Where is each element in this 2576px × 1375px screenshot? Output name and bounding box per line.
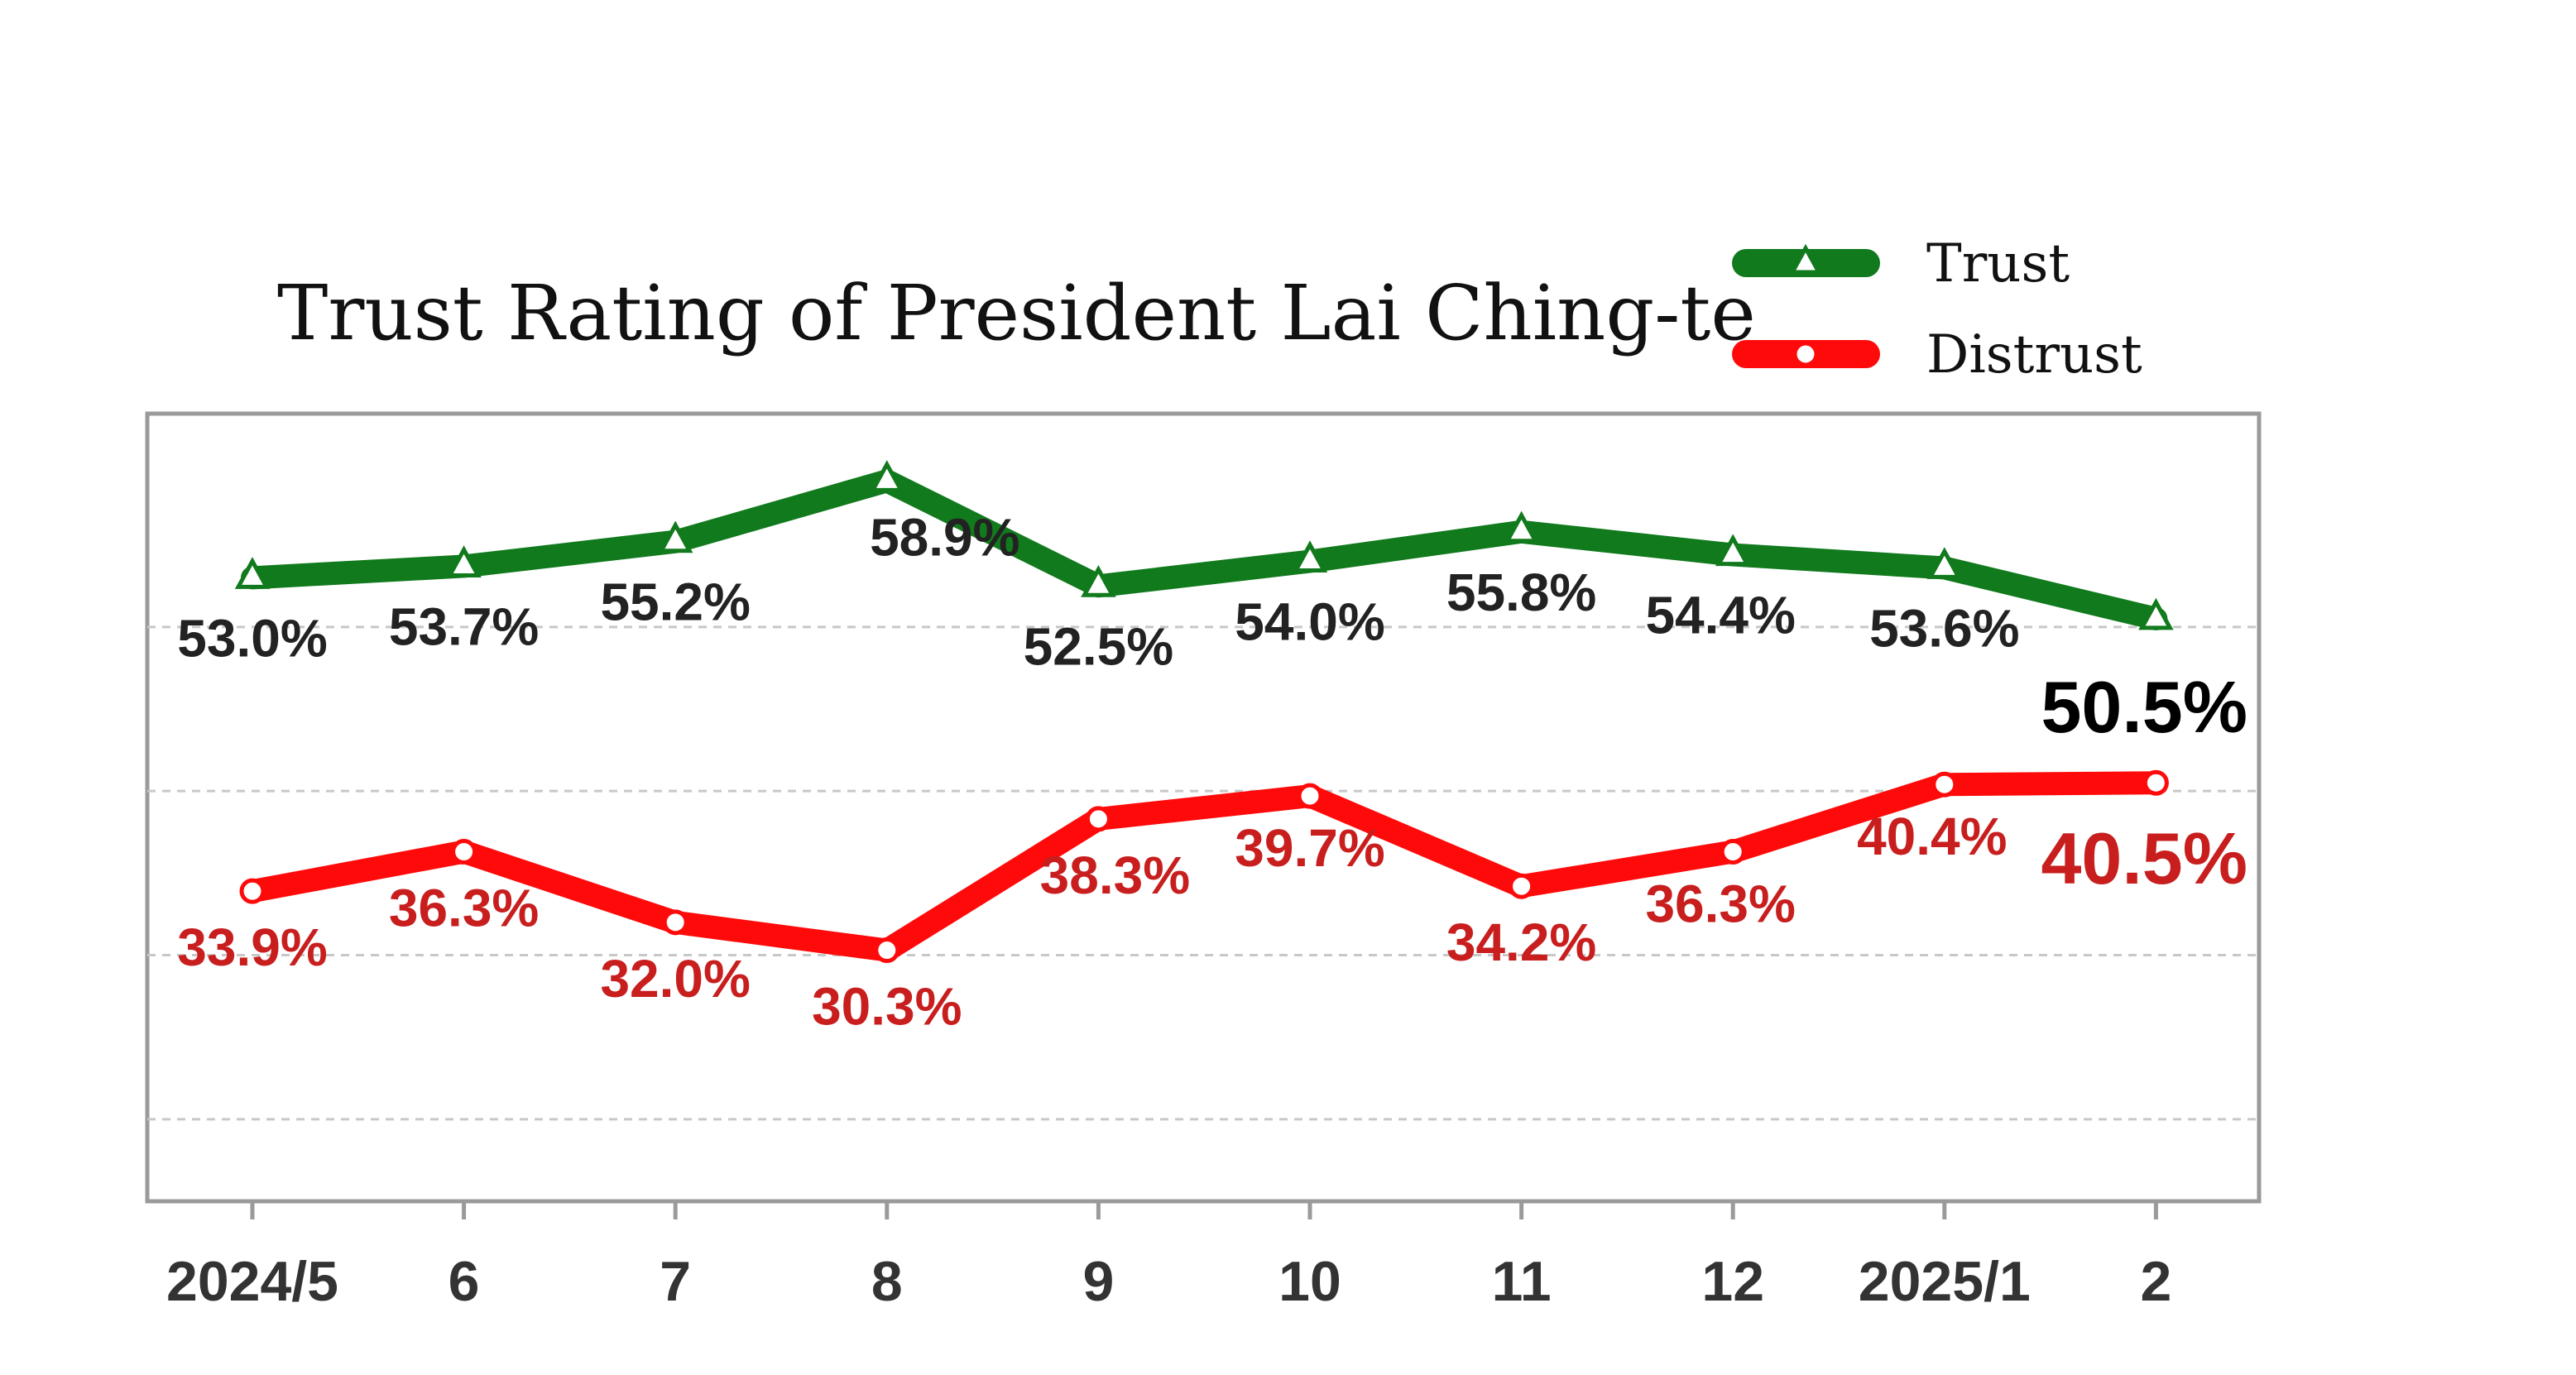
distrust-data-label: 33.9% [177,917,327,977]
trust-data-label: 53.0% [177,608,327,668]
distrust-data-label: 40.5% [2041,817,2247,899]
trust-data-label: 53.7% [389,596,539,656]
trust-marker [657,520,693,553]
trust-data-label: 50.5% [2041,666,2247,748]
legend: Trust Distrust [1732,233,2142,386]
trust-marker [446,545,482,577]
trust-data-label: 55.8% [1446,563,1596,622]
trust-marker [1292,540,1328,573]
series-markers [234,460,2174,964]
trust-legend-label: Trust [1926,233,2070,295]
trust-line [241,469,2168,630]
distrust-marker [451,839,477,865]
distrust-data-label: 39.7% [1235,818,1384,878]
distrust-data-label: 30.3% [812,977,962,1037]
distrust-marker [2142,769,2169,796]
distrust-marker [1509,873,1535,899]
trust-marker [1715,534,1751,567]
trust-marker [869,460,905,492]
distrust-legend-marker [1792,341,1819,367]
distrust-marker [1931,771,1958,798]
trust-data-label: 54.0% [1235,592,1384,652]
trust-marker [234,557,271,589]
distrust-marker [1085,806,1111,832]
distrust-marker [662,909,688,936]
trust-marker [2138,597,2174,630]
distrust-marker [1720,839,1746,865]
x-tick-label: 12 [1701,1250,1764,1313]
distrust-marker [874,937,900,964]
series-lines [241,469,2168,962]
x-tick-label: 7 [660,1250,691,1313]
x-tick-label: 8 [871,1250,903,1313]
trust-data-label: 52.5% [1024,616,1173,676]
trust-data-label: 53.6% [1869,598,2019,658]
x-tick-label: 9 [1082,1250,1114,1313]
x-tick-label: 10 [1278,1250,1341,1313]
x-tick-label: 11 [1492,1250,1552,1313]
trust-marker [1926,547,1963,579]
distrust-line [241,771,2168,962]
x-tick-label: 6 [449,1250,480,1313]
x-tick-label: 2 [2140,1250,2171,1313]
distrust-legend-label: Distrust [1926,324,2142,386]
distrust-data-label: 38.3% [1040,846,1190,905]
trust-data-label: 58.9% [870,507,1019,567]
distrust-data-label: 34.2% [1446,913,1596,972]
distrust-data-label: 40.4% [1857,807,2007,866]
distrust-data-label: 32.0% [600,949,750,1008]
x-tick-label: 2024/5 [166,1250,338,1313]
distrust-data-label: 36.3% [1645,874,1795,934]
trust-data-label: 55.2% [600,573,750,632]
chart-title: Trust Rating of President Lai Ching-te [277,269,1756,357]
trust-data-label: 54.4% [1645,586,1795,645]
x-axis: 2024/5 6 7 8 9 10 11 12 2025/1 2 [166,1201,2171,1313]
distrust-marker [1297,783,1323,809]
trust-marker [1504,510,1539,544]
trust-legend-marker [1788,243,1823,275]
trust-marker [1081,565,1116,597]
data-labels: 53.0% 53.7% 55.2% 58.9%52.5% 54.0% 55.8% 54.4%… [177,507,2247,1036]
distrust-data-label: 36.3% [389,879,539,938]
distrust-marker [239,878,266,904]
x-tick-label: 2025/1 [1859,1250,2031,1313]
